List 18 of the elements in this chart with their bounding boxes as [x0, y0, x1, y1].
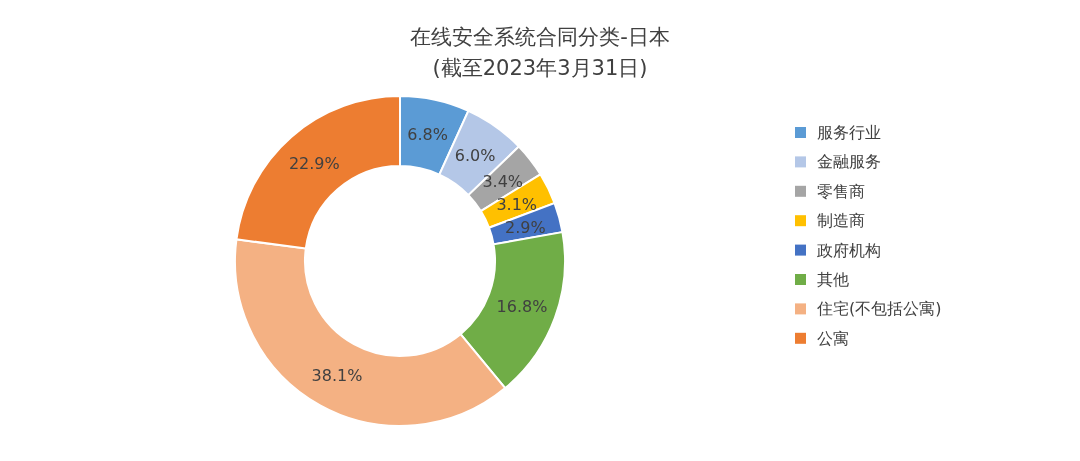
data-label: 2.9%	[505, 217, 546, 237]
legend-label: 零售商	[817, 181, 865, 201]
data-label: 3.4%	[482, 172, 524, 192]
legend-label: 住宅(不包括公寓)	[816, 299, 942, 319]
data-label: 16.8%	[496, 296, 548, 316]
legend-label: 制造商	[817, 211, 865, 231]
legend-label: 服务行业	[817, 123, 881, 142]
data-label: 3.1%	[496, 194, 538, 214]
data-label: 6.8%	[407, 124, 448, 144]
data-label: 6.0%	[454, 145, 496, 165]
legend-label: 其他	[817, 270, 849, 289]
legend-label: 政府机构	[817, 240, 881, 260]
data-label: 22.9%	[288, 154, 340, 174]
chart-subtitle: (截至2023年3月31日)	[432, 56, 648, 80]
data-label: 38.1%	[311, 365, 363, 385]
chart-title: 在线安全系统合同分类-日本	[410, 25, 670, 49]
legend-label: 金融服务	[817, 152, 881, 172]
legend-label: 公寓	[817, 328, 849, 348]
